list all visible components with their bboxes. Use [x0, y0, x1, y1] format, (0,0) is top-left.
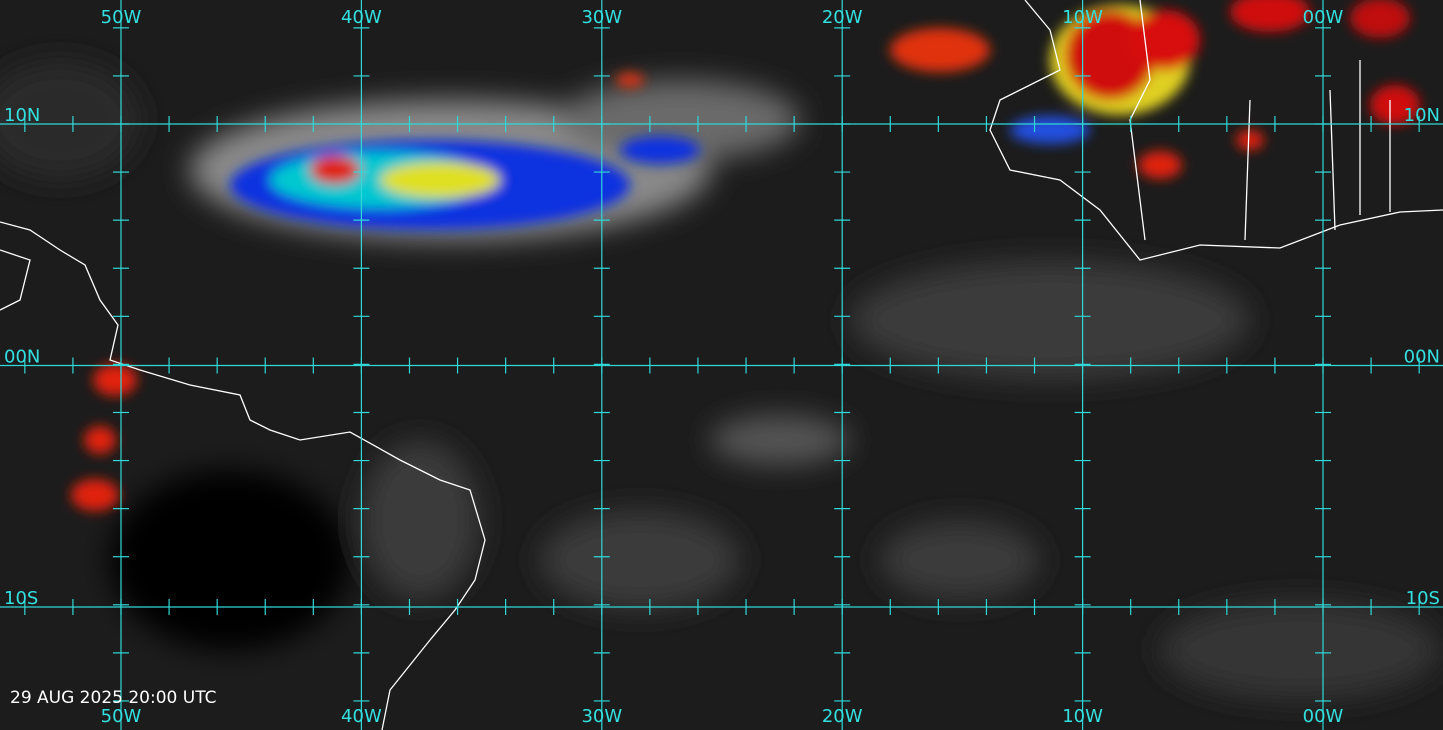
longitude-label-top: 50W — [101, 7, 142, 28]
timestamp: 29 AUG 2025 20:00 UTC — [10, 688, 216, 708]
latitude-label-right: 10N — [1404, 105, 1440, 126]
labels: 50W 50W 40W 40W 30W 30W 20W 20W 10W 10W 00W 00W 10N 1… — [4, 7, 1440, 727]
longitude-label-top: 20W — [822, 7, 863, 28]
longitude-label-top: 10W — [1062, 7, 1103, 28]
latitude-label-right: 00N — [1404, 347, 1440, 368]
latitude-label-left: 10S — [4, 588, 38, 609]
longitude-label-bottom: 10W — [1062, 706, 1103, 727]
longitude-label-bottom: 50W — [101, 706, 142, 727]
longitude-label-top: 00W — [1303, 7, 1344, 28]
longitude-label-bottom: 00W — [1303, 706, 1344, 727]
latitude-label-left: 00N — [4, 347, 40, 368]
longitude-label-top: 30W — [581, 7, 622, 28]
longitude-label-bottom: 30W — [581, 706, 622, 727]
latitude-label-right: 10S — [1406, 588, 1440, 609]
longitude-label-top: 40W — [341, 7, 382, 28]
convective-cells — [71, 0, 1420, 511]
longitude-label-bottom: 40W — [341, 706, 382, 727]
longitude-label-bottom: 20W — [822, 706, 863, 727]
latitude-label-left: 10N — [4, 105, 40, 126]
